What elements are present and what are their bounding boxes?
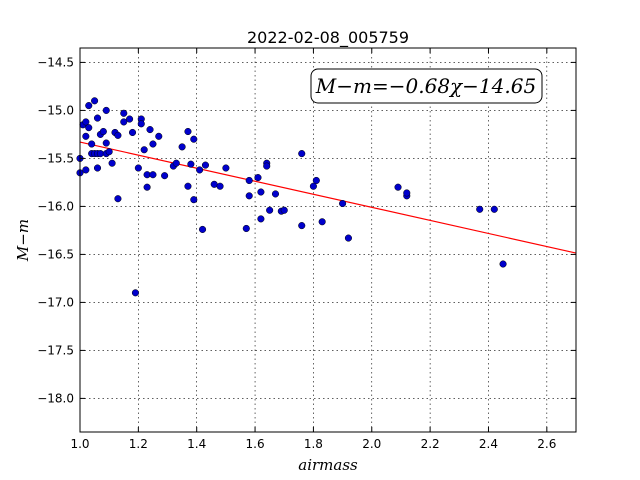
y-tick-label: −15.0 [37,103,74,117]
data-point [105,148,113,156]
data-point [490,205,498,213]
x-tick-label: 2.2 [421,437,440,451]
x-tick-label: 1.2 [129,437,148,451]
x-tick-label: 2.0 [362,437,381,451]
fit-line [79,141,577,254]
data-point [155,132,163,140]
data-point [403,189,411,197]
data-point [339,199,347,208]
data-point [298,150,306,158]
y-axis-label: M−m [14,219,32,262]
data-point [222,164,230,172]
x-tick-label: 1.4 [187,437,206,451]
data-point [499,260,507,268]
data-point [149,171,157,179]
data-point [394,183,402,191]
data-point [137,120,145,128]
data-point [198,225,207,233]
data-point [99,127,107,136]
y-tick-label: −14.5 [37,55,74,69]
data-point [187,160,195,168]
data-point [131,289,139,297]
data-point [102,139,110,147]
data-point [108,159,116,167]
data-point [318,218,326,226]
equation-box: M−m=−0.68χ−14.65 [310,68,543,104]
data-point [146,126,154,134]
data-point [82,166,90,174]
data-point [126,115,134,123]
data-point [257,215,265,223]
data-point [245,192,253,200]
data-point [476,205,484,213]
x-tick-label: 1.8 [304,437,323,451]
fit-line-group [79,141,577,254]
data-point [309,182,317,190]
y-tick-label: −16.0 [37,199,74,213]
x-tick-label: 2.4 [479,437,498,451]
data-point [178,143,186,151]
fit-equation: M−m=−0.68χ−14.65 [315,74,536,98]
data-point [312,176,320,185]
data-point [190,135,198,143]
data-point [298,222,306,230]
data-point [114,131,122,139]
x-axis-label: airmass [298,456,358,474]
data-point [280,206,288,214]
data-point [254,174,262,182]
data-point [266,206,274,214]
data-point [196,166,204,174]
data-point [114,195,122,203]
y-tick-label: −18.0 [37,391,74,405]
plot-frame [79,47,577,433]
equation-box-frame [310,68,543,104]
axis-ticks: 1.0 1.2 1.4 1.6 1.8 2.0 2.2 2.4 2.6 −14.5 −15.0 −15… [37,48,576,451]
data-point [93,114,102,122]
data-point [120,109,128,117]
data-point [184,182,192,190]
data-point [93,164,102,172]
data-point [120,118,128,126]
data-point [216,182,224,190]
data-point [85,102,93,110]
data-point [201,161,210,169]
chart-title: 2022-02-08_005759 [247,28,409,48]
y-tick-label: −17.5 [37,343,74,357]
data-point [102,106,110,114]
data-point [344,234,352,242]
x-tick-label: 1.6 [246,437,265,451]
data-point [245,176,253,185]
y-tick-label: −15.5 [37,151,74,165]
data-point [242,224,250,233]
data-point [143,183,151,191]
data-point [149,140,157,148]
data-points [76,97,507,297]
y-tick-label: −17.0 [37,295,74,309]
data-point [140,146,148,154]
data-point [134,164,142,172]
x-tick-label: 1.0 [70,437,89,451]
data-point [82,118,90,126]
data-point [88,140,96,148]
data-point [85,124,93,132]
data-point [184,127,192,136]
y-tick-label: −16.5 [37,247,74,261]
data-point [190,196,198,204]
data-point [161,172,169,180]
data-point [128,128,137,137]
data-point [82,132,90,140]
grid [79,48,576,432]
data-point [271,190,280,198]
data-point [263,162,271,170]
data-point [91,97,99,105]
data-point [257,188,265,196]
x-tick-label: 2.6 [537,437,556,451]
data-point [172,159,180,167]
